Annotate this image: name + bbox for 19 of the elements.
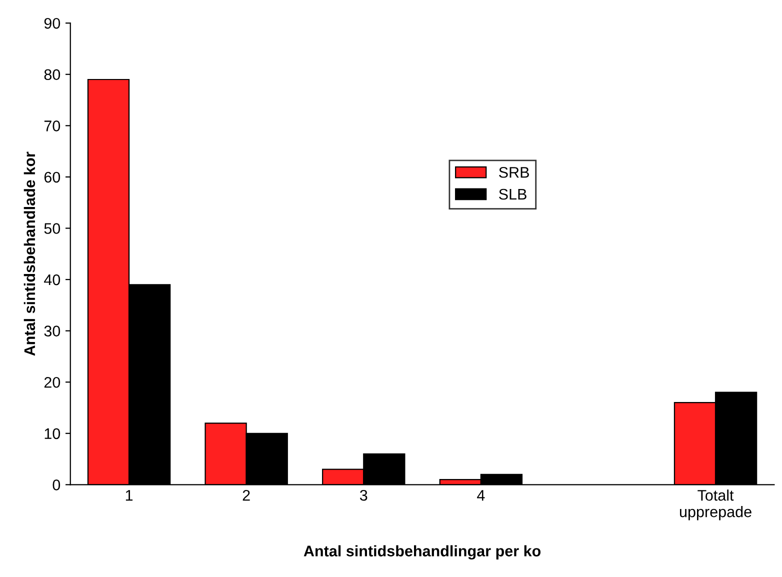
y-tick-label: 40 [44, 274, 60, 286]
x-tick-label: 2 [242, 490, 250, 501]
x-axis-title: Antal sintidsbehandlingar per ko [304, 545, 541, 560]
legend-label: SLB [499, 188, 526, 200]
y-tick-label: 80 [44, 69, 60, 80]
y-axis-title: Antal sintidsbehandlade kor [24, 152, 36, 356]
x-tick-label: 3 [360, 490, 368, 501]
y-tick-label: 10 [44, 428, 60, 440]
y-tick-label: 0 [52, 480, 60, 490]
y-tick-label: 70 [44, 120, 60, 132]
y-tick-label: 30 [44, 326, 60, 336]
y-tick-label: 90 [44, 18, 60, 29]
x-tick-label: Totalt upprepade [680, 490, 752, 520]
x-tick-label: 1 [126, 490, 133, 501]
y-tick-label: 20 [44, 376, 60, 388]
x-tick-label: 4 [477, 490, 485, 501]
legend-label: SRB [499, 166, 529, 178]
y-tick-label: 50 [44, 223, 60, 234]
y-tick-label: 60 [44, 172, 60, 183]
